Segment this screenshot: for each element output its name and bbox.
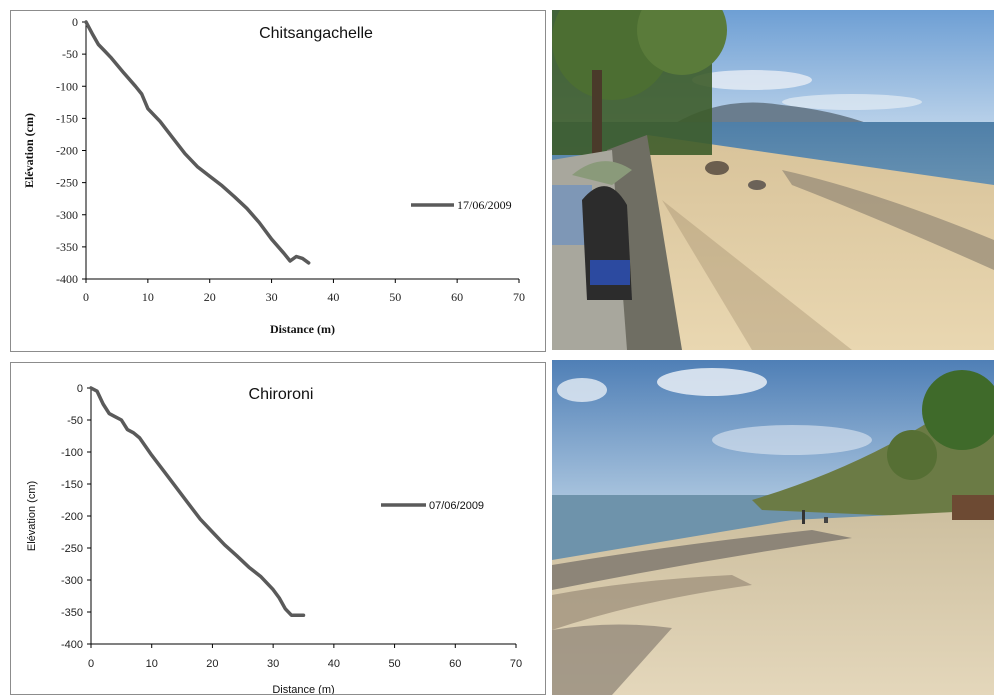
legend-label: 07/06/2009 xyxy=(429,500,484,512)
y-tick-label: 0 xyxy=(72,15,78,29)
x-tick-label: 40 xyxy=(328,658,340,670)
y-tick-label: -100 xyxy=(56,79,78,93)
y-axis-label: Elévation (cm) xyxy=(26,481,38,551)
y-tick-label: -50 xyxy=(67,415,83,427)
chart-panel-chitsangachelle: 0 -50 -100 -150 -200 -250 -300 -350 -400 0 10 20 30 4… xyxy=(10,10,546,352)
x-tick-label: 50 xyxy=(388,658,400,670)
x-tick-label: 70 xyxy=(510,658,522,670)
legend-label: 17/06/2009 xyxy=(457,198,512,212)
y-tick-label: -200 xyxy=(61,511,83,523)
beach-photo-chitsangachelle xyxy=(552,10,994,350)
y-tick-label: -100 xyxy=(61,447,83,459)
x-tick-label: 40 xyxy=(327,290,339,304)
x-tick-label: 0 xyxy=(83,290,89,304)
chart-title: Chiroroni xyxy=(249,386,314,403)
series-line xyxy=(89,386,306,617)
x-tick-label: 10 xyxy=(146,658,158,670)
chart-chitsangachelle: 0 -50 -100 -150 -200 -250 -300 -350 -400 0 10 20 30 4… xyxy=(22,15,525,336)
x-tick-label: 60 xyxy=(449,658,461,670)
y-tick-label: -400 xyxy=(56,272,78,286)
y-tick-label: -250 xyxy=(61,543,83,555)
x-tick-label: 10 xyxy=(142,290,154,304)
chart-chiroroni: 0 -50 -100 -150 -200 -250 -300 -350 -400 0 10 20 30 4… xyxy=(26,383,522,694)
y-tick-label: -50 xyxy=(62,47,78,61)
y-tick-label: -250 xyxy=(56,176,78,190)
y-axis-label: Elévation (cm) xyxy=(22,113,36,188)
y-tick-label: -300 xyxy=(56,208,78,222)
series-line xyxy=(84,20,311,265)
beach-photo-chiroroni xyxy=(552,360,994,695)
chart-title: Chitsangachelle xyxy=(259,25,373,42)
y-tick-label: -400 xyxy=(61,639,83,651)
chart-panel-chiroroni: 0 -50 -100 -150 -200 -250 -300 -350 -400 0 10 20 30 4… xyxy=(10,362,546,695)
x-tick-label: 20 xyxy=(206,658,218,670)
x-tick-label: 0 xyxy=(88,658,94,670)
y-tick-label: -350 xyxy=(61,607,83,619)
y-tick-label: -350 xyxy=(56,240,78,254)
y-tick-label: 0 xyxy=(77,383,83,395)
x-tick-label: 60 xyxy=(451,290,463,304)
x-tick-label: 30 xyxy=(266,290,278,304)
x-axis-label: Distance (m) xyxy=(270,322,335,336)
x-tick-label: 50 xyxy=(389,290,401,304)
y-tick-label: -300 xyxy=(61,575,83,587)
y-tick-label: -200 xyxy=(56,144,78,158)
x-tick-label: 20 xyxy=(204,290,216,304)
x-axis-label: Distance (m) xyxy=(272,684,334,694)
x-tick-label: 70 xyxy=(513,290,525,304)
y-tick-label: -150 xyxy=(56,111,78,125)
y-tick-label: -150 xyxy=(61,479,83,491)
x-tick-label: 30 xyxy=(267,658,279,670)
